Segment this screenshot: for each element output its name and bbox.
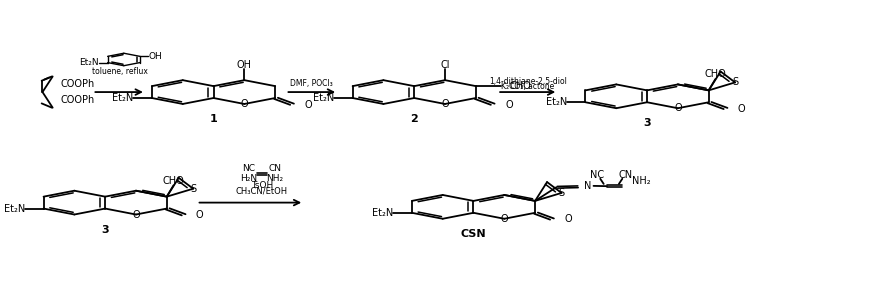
Text: O: O [304, 100, 312, 110]
Text: Et₂N: Et₂N [112, 93, 133, 103]
Text: 3: 3 [101, 225, 109, 235]
Text: TsOH: TsOH [250, 181, 273, 190]
Text: CHO: CHO [163, 176, 184, 186]
Text: Et₂N: Et₂N [312, 93, 334, 103]
Text: NC: NC [242, 164, 255, 173]
Text: toluene, reflux: toluene, reflux [91, 67, 148, 76]
Text: O: O [737, 104, 745, 114]
Text: S: S [558, 188, 564, 198]
Text: DMF, POCl₃: DMF, POCl₃ [290, 79, 333, 88]
Text: K₂CO₃, actone: K₂CO₃, actone [501, 82, 554, 91]
Text: O: O [500, 214, 507, 224]
Text: S: S [190, 184, 196, 194]
Text: NH₂: NH₂ [266, 174, 282, 183]
Text: COOPh: COOPh [60, 79, 94, 89]
Text: CH₃CN/EtOH: CH₃CN/EtOH [235, 186, 288, 195]
Text: NH₂: NH₂ [632, 176, 650, 186]
Text: COOPh: COOPh [60, 95, 94, 105]
Text: O: O [132, 210, 140, 220]
Text: N: N [583, 181, 591, 191]
Text: OH: OH [149, 52, 162, 61]
Text: CN: CN [618, 171, 632, 180]
Text: Cl: Cl [440, 60, 449, 70]
Text: 3: 3 [642, 118, 650, 128]
Text: 1,4-dithiane-2,5-diol: 1,4-dithiane-2,5-diol [488, 77, 566, 86]
Text: O: O [240, 99, 248, 109]
Text: O: O [564, 214, 571, 224]
Text: CHO: CHO [704, 69, 726, 79]
Text: 1: 1 [209, 114, 217, 124]
Text: CSN: CSN [461, 229, 486, 239]
Text: Et₂N: Et₂N [3, 203, 25, 214]
Text: NC: NC [589, 171, 603, 180]
Text: S: S [731, 77, 737, 87]
Text: O: O [504, 100, 512, 110]
Text: CHO: CHO [509, 81, 531, 91]
Text: Et₂N: Et₂N [545, 97, 567, 107]
Text: H₂N: H₂N [240, 174, 257, 183]
Text: O: O [196, 210, 203, 220]
Text: Et₂N: Et₂N [79, 58, 99, 67]
Text: OH: OH [236, 60, 251, 71]
Text: 2: 2 [410, 114, 418, 124]
Text: Et₂N: Et₂N [372, 208, 393, 218]
Text: O: O [441, 99, 448, 109]
Text: O: O [673, 103, 681, 113]
Text: CN: CN [268, 164, 281, 173]
